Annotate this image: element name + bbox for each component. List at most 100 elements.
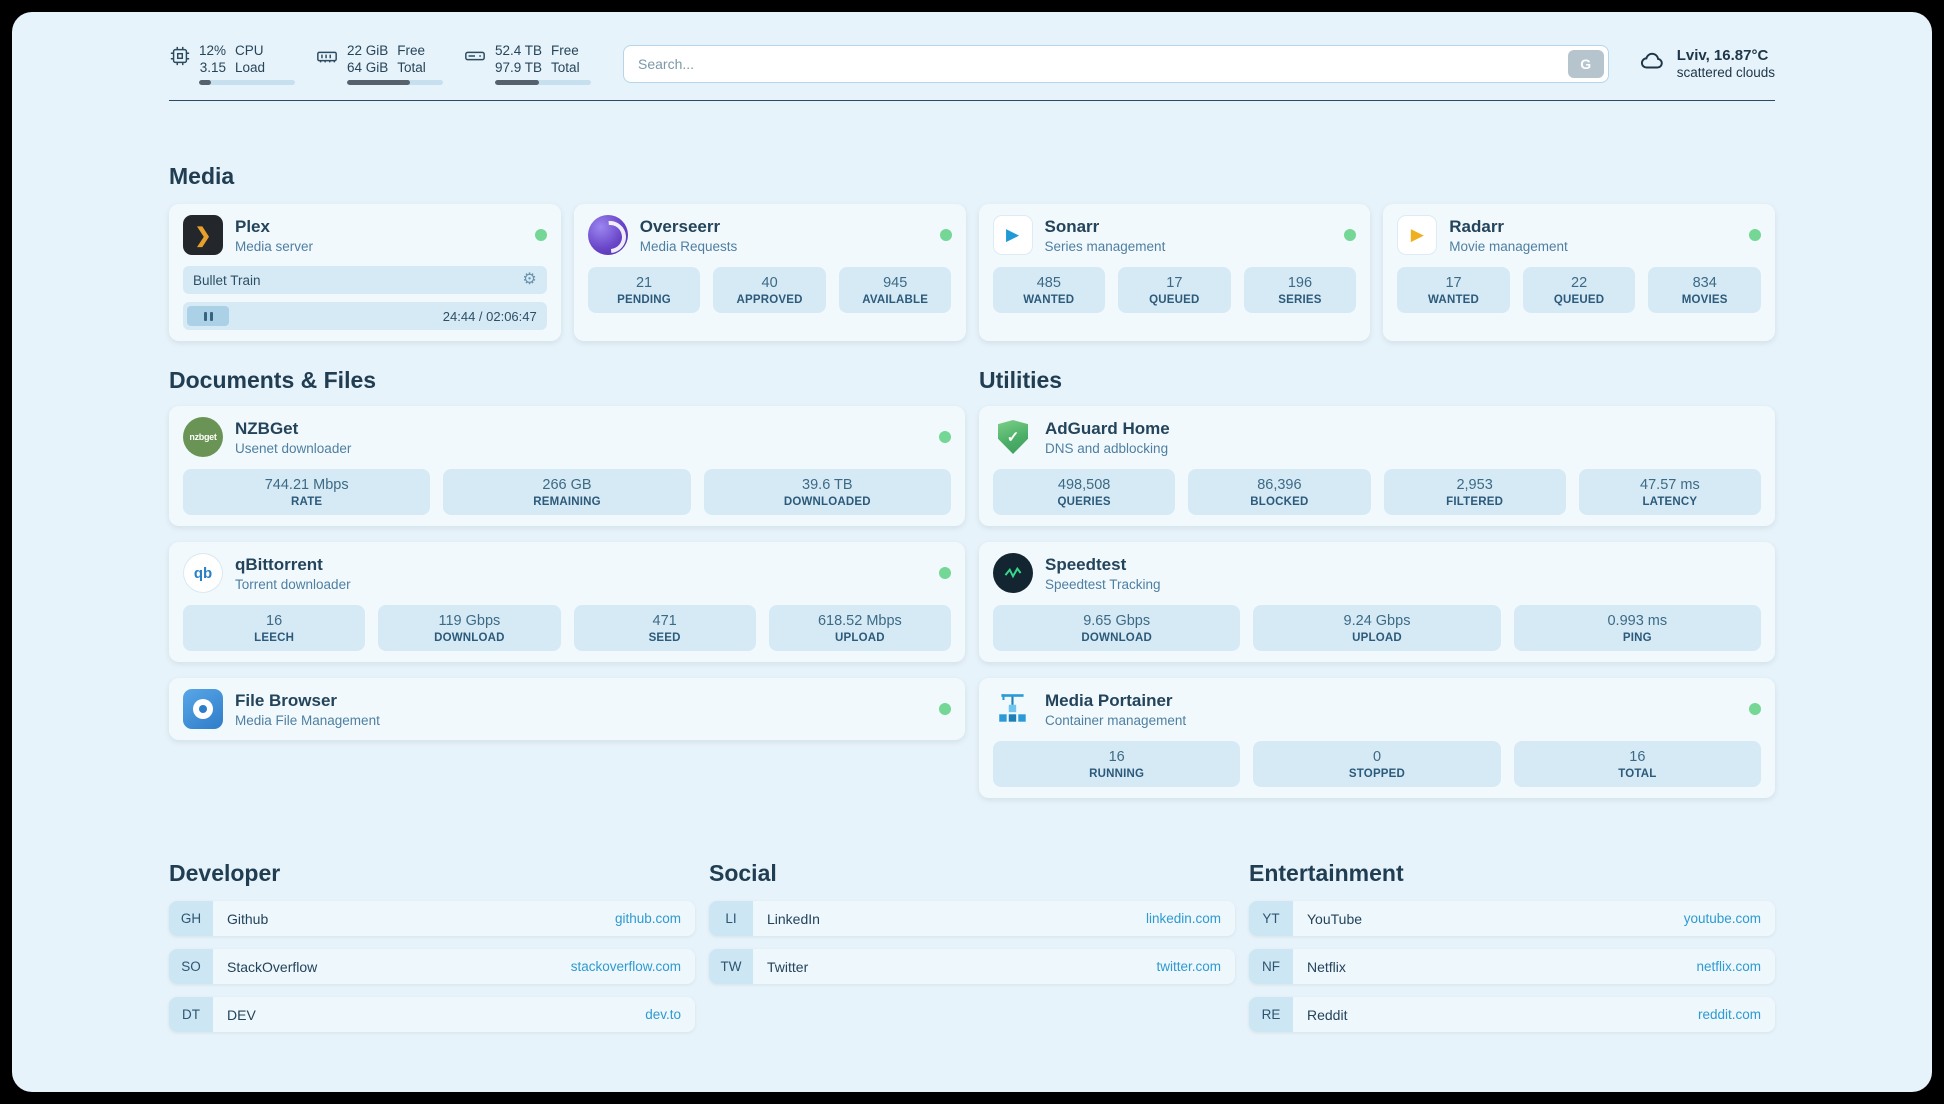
weather-widget: Lviv, 16.87°C scattered clouds	[1637, 47, 1775, 80]
stat: 47.57 ms LATENCY	[1578, 469, 1761, 515]
bookmark-link[interactable]: youtube.com	[1683, 911, 1761, 926]
status-dot	[939, 703, 951, 715]
service-title: qBittorrent	[235, 554, 323, 574]
service-subtitle: Series management	[1044, 238, 1166, 254]
bookmark-name: Netflix	[1307, 958, 1346, 975]
bookmark-name: Reddit	[1307, 1006, 1348, 1023]
radarr-icon: ▶	[1397, 215, 1438, 255]
stat: 471 SEED	[573, 605, 756, 651]
status-dot	[939, 431, 951, 443]
status-dot	[1749, 703, 1761, 715]
memory-values: 22 GiB 64 GiB	[347, 43, 389, 75]
sonarr-icon: ▶	[992, 215, 1033, 255]
service-subtitle: Media Requests	[639, 238, 738, 254]
stat: 40 APPROVED	[713, 267, 826, 313]
service-card-radarr[interactable]: ▶ Radarr Movie management 17 WANTED	[1383, 204, 1775, 341]
bookmark-name: Twitter	[767, 958, 809, 975]
bookmark-abbr: SO	[169, 949, 213, 984]
service-title: Plex	[235, 216, 270, 236]
cpu-labels: CPU Load	[235, 43, 266, 75]
service-card-sonarr[interactable]: ▶ Sonarr Series management 485 WANTED	[978, 204, 1371, 341]
top-bar: 12% 3.15 CPU Load	[169, 42, 1775, 85]
status-dot	[939, 567, 951, 579]
service-subtitle: Container management	[1045, 712, 1187, 728]
service-card-nzbget[interactable]: nzbget NZBGet Usenet downloader 744.21 M…	[169, 406, 965, 526]
now-playing-item: Bullet Train ⚙	[183, 266, 547, 294]
dashboard-screen: 12% 3.15 CPU Load	[12, 12, 1932, 1092]
bookmark-abbr: YT	[1249, 901, 1293, 936]
service-title: AdGuard Home	[1045, 418, 1170, 438]
bookmark-linkedin[interactable]: LI LinkedIn linkedin.com	[709, 901, 1235, 936]
service-subtitle: Media File Management	[235, 712, 380, 728]
bookmark-link[interactable]: linkedin.com	[1145, 911, 1221, 926]
service-title: Overseerr	[639, 216, 721, 236]
bookmark-abbr: TW	[709, 949, 753, 984]
bookmark-link[interactable]: stackoverflow.com	[570, 959, 681, 974]
bookmark-reddit[interactable]: RE Reddit reddit.com	[1249, 997, 1775, 1032]
stat: 196 SERIES	[1243, 267, 1357, 313]
service-subtitle: DNS and adblocking	[1045, 440, 1169, 456]
memory-progress-bar	[347, 80, 443, 85]
bookmark-github[interactable]: GH Github github.com	[169, 901, 695, 936]
stat: 9.24 Gbps UPLOAD	[1253, 605, 1501, 651]
cpu-progress-bar	[199, 80, 295, 85]
service-title: Media Portainer	[1045, 690, 1173, 710]
stat: 22 QUEUED	[1522, 267, 1636, 313]
bookmark-netflix[interactable]: NF Netflix netflix.com	[1249, 949, 1775, 984]
bookmark-link[interactable]: reddit.com	[1697, 1007, 1761, 1022]
search-provider-button[interactable]: G	[1567, 49, 1604, 78]
service-subtitle: Media server	[235, 238, 314, 254]
adguard-icon: ✓	[993, 417, 1033, 457]
bookmark-twitter[interactable]: TW Twitter twitter.com	[709, 949, 1235, 984]
section-title-documents: Documents & Files	[169, 367, 377, 393]
service-title: Speedtest	[1045, 554, 1127, 574]
bookmark-link[interactable]: twitter.com	[1156, 959, 1221, 974]
plex-icon: ❯	[183, 215, 223, 255]
stat: 2,953 FILTERED	[1383, 469, 1566, 515]
search-input[interactable]	[623, 44, 1609, 83]
stat: 0 STOPPED	[1253, 741, 1501, 787]
search-box: G	[623, 44, 1609, 83]
service-title: Radarr	[1449, 216, 1505, 236]
gear-icon[interactable]: ⚙	[522, 271, 537, 288]
bookmark-youtube[interactable]: YT YouTube youtube.com	[1249, 901, 1775, 936]
bookmark-stackoverflow[interactable]: SO StackOverflow stackoverflow.com	[169, 949, 695, 984]
qbittorrent-icon: qb	[183, 553, 223, 593]
filebrowser-icon	[183, 689, 223, 729]
stat: 9.65 Gbps DOWNLOAD	[993, 605, 1241, 651]
bookmark-name: LinkedIn	[767, 910, 820, 927]
section-title-entertainment: Entertainment	[1249, 860, 1404, 886]
service-card-qbittorrent[interactable]: qb qBittorrent Torrent downloader 16 LEE…	[169, 542, 965, 662]
bookmark-link[interactable]: dev.to	[645, 1007, 681, 1022]
service-card-adguard[interactable]: ✓ AdGuard Home DNS and adblocking 498,50…	[979, 406, 1775, 526]
stat: 834 MOVIES	[1648, 267, 1761, 313]
service-subtitle: Movie management	[1449, 238, 1568, 254]
now-playing-title: Bullet Train	[193, 272, 261, 288]
stat: 21 PENDING	[587, 267, 701, 313]
service-card-overseerr[interactable]: Overseerr Media Requests 21 PENDING 40 A…	[573, 204, 966, 341]
bookmark-link[interactable]: netflix.com	[1696, 959, 1761, 974]
system-widgets: 12% 3.15 CPU Load	[169, 42, 591, 85]
bookmark-link[interactable]: github.com	[614, 911, 681, 926]
stat: 485 WANTED	[992, 267, 1106, 313]
weather-location: Lviv, 16.87°C	[1676, 47, 1769, 64]
service-card-portainer[interactable]: Media Portainer Container management 16 …	[979, 678, 1775, 798]
bookmark-group-developer: Developer GH Github github.com SO StackO…	[169, 860, 695, 1032]
overseerr-icon	[587, 215, 628, 255]
service-title: NZBGet	[235, 418, 299, 438]
service-card-filebrowser[interactable]: File Browser Media File Management	[169, 678, 965, 740]
service-subtitle: Usenet downloader	[235, 440, 352, 456]
bookmark-dev[interactable]: DT DEV dev.to	[169, 997, 695, 1032]
bookmark-abbr: LI	[709, 901, 753, 936]
pause-button[interactable]	[187, 306, 229, 326]
section-title-utilities: Utilities	[979, 367, 1063, 393]
bookmark-abbr: RE	[1249, 997, 1293, 1032]
cpu-values: 12% 3.15	[199, 43, 227, 75]
portainer-icon	[993, 689, 1033, 729]
section-title-social: Social	[709, 860, 777, 886]
service-card-speedtest[interactable]: Speedtest Speedtest Tracking 9.65 Gbps D…	[979, 542, 1775, 662]
cloud-icon	[1637, 48, 1667, 79]
stat: 86,396 BLOCKED	[1188, 469, 1371, 515]
topbar-divider	[169, 100, 1775, 101]
service-card-plex[interactable]: ❯ Plex Media server Bullet Train ⚙ 24:44	[169, 204, 561, 341]
